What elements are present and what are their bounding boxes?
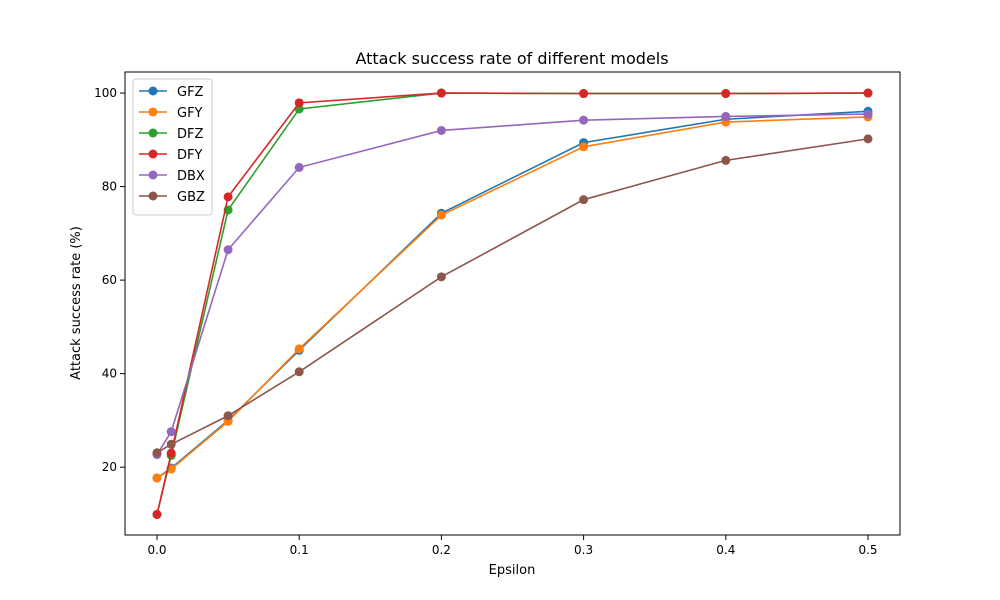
data-point-dfy: [579, 89, 589, 99]
legend-marker-gfz: [148, 86, 158, 96]
data-point-gfy: [579, 142, 589, 152]
data-point-dfy: [436, 88, 446, 98]
legend-label-gbz: GBZ: [177, 190, 205, 205]
series-line-gbz: [156, 138, 869, 454]
legend-item-gbz: GBZ: [139, 190, 205, 205]
data-point-dfy: [721, 89, 731, 99]
legend-item-gfz: GFZ: [139, 85, 204, 100]
y-tick-label: 20: [102, 460, 117, 474]
x-tick-label: 0.0: [147, 543, 166, 557]
series-line-dfz: [156, 92, 869, 515]
data-point-gfy: [294, 344, 304, 354]
x-axis-label: Epsilon: [489, 563, 536, 578]
x-tick-label: 0.4: [716, 543, 735, 557]
legend-label-gfz: GFZ: [177, 85, 204, 100]
data-point-dfy: [152, 509, 162, 519]
legend-marker-gbz: [148, 191, 158, 201]
x-tick-label: 0.5: [858, 543, 877, 557]
legend-item-gfy: GFY: [139, 106, 203, 121]
plot-frame: [124, 71, 901, 536]
data-point-dbx: [721, 111, 731, 121]
data-point-dfy: [166, 448, 176, 458]
data-point-gfy: [436, 210, 446, 220]
data-point-dbx: [223, 245, 233, 255]
y-axis: 20 40 60 80 100: [94, 86, 125, 474]
data-point-gbz: [166, 439, 176, 449]
legend-marker-dbx: [148, 170, 158, 180]
chart-title: Attack success rate of different models: [355, 49, 668, 68]
y-tick-label: 60: [102, 273, 117, 287]
plot-area: [124, 71, 901, 536]
x-tick-label: 0.2: [432, 543, 451, 557]
legend-item-dfz: DFZ: [139, 127, 203, 142]
legend-label-dbx: DBX: [177, 169, 205, 184]
data-point-gbz: [294, 367, 304, 377]
x-axis: 0.0 0.1 0.2 0.3 0.4 0.5: [147, 535, 878, 557]
y-tick-label: 40: [102, 367, 117, 381]
legend-marker-dfy: [148, 149, 158, 159]
x-tick-label: 0.3: [574, 543, 593, 557]
data-point-dbx: [166, 427, 176, 437]
series-line-gfz: [156, 110, 869, 479]
data-point-gbz: [579, 195, 589, 205]
series-gbz: [152, 134, 873, 458]
data-point-gbz: [436, 272, 446, 282]
data-point-gbz: [152, 448, 162, 458]
x-tick-label: 0.1: [290, 543, 309, 557]
legend-marker-dfz: [148, 128, 158, 138]
data-point-dbx: [436, 125, 446, 135]
series-dbx: [152, 109, 873, 460]
series-gfy: [152, 112, 873, 483]
data-point-dfy: [863, 88, 873, 98]
legend-item-dbx: DBX: [139, 169, 205, 184]
legend-marker-gfy: [148, 107, 158, 117]
y-tick-label: 80: [102, 180, 117, 194]
data-point-dfy: [294, 98, 304, 108]
legend-label-gfy: GFY: [177, 106, 203, 121]
data-point-dbx: [294, 162, 304, 172]
series-line-dbx: [156, 113, 869, 455]
series-dfy: [152, 88, 873, 519]
data-point-dbx: [579, 115, 589, 125]
series-line-dfy: [156, 92, 869, 515]
legend-label-dfy: DFY: [177, 148, 202, 163]
data-point-gfy: [152, 473, 162, 483]
y-tick-label: 100: [94, 86, 117, 100]
data-point-dbx: [863, 109, 873, 119]
data-point-dfy: [223, 192, 233, 202]
series-line-gfy: [156, 116, 869, 479]
data-point-gbz: [223, 411, 233, 421]
data-point-gbz: [863, 134, 873, 144]
legend-item-dfy: DFY: [139, 148, 202, 163]
legend: GFZ GFY DFZ DFY DBX GBZ: [132, 78, 213, 216]
y-axis-label: Attack success rate (%): [69, 226, 84, 380]
data-point-gbz: [721, 155, 731, 165]
legend-label-dfz: DFZ: [177, 127, 203, 142]
